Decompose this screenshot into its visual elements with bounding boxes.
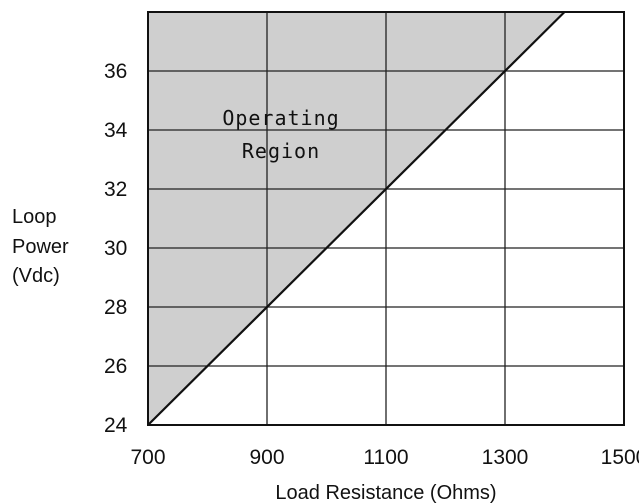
- y-tick-label: 24: [104, 414, 128, 437]
- x-tick-label: 900: [249, 446, 284, 469]
- x-tick-label: 700: [130, 446, 165, 469]
- y-tick-labels: 24 26 28 30 32 34 36: [104, 60, 128, 437]
- x-tick-label: 1500: [601, 446, 639, 469]
- x-tick-label: 1100: [363, 446, 408, 469]
- y-tick-label: 30: [104, 237, 127, 260]
- y-tick-label: 32: [104, 178, 127, 201]
- x-tick-labels: 700 900 1100 1300 1500: [130, 446, 639, 469]
- y-tick-label: 28: [104, 296, 127, 319]
- y-axis-label-line-1: Loop: [12, 206, 57, 228]
- series-line: [147, 11, 566, 426]
- y-axis-label-line-2: Power: [12, 236, 69, 258]
- grid: [148, 12, 624, 425]
- annotation-line-2: Region: [242, 139, 320, 163]
- y-axis-label-line-3: (Vdc): [12, 265, 60, 287]
- x-tick-label: 1300: [482, 446, 529, 469]
- y-tick-label: 34: [104, 119, 128, 142]
- plot-frame: [147, 11, 625, 426]
- x-axis-label: Load Resistance (Ohms): [275, 482, 496, 504]
- y-tick-label: 36: [104, 60, 127, 83]
- y-tick-label: 26: [104, 355, 127, 378]
- series-line-group: [147, 11, 566, 426]
- annotation-line-1: Operating: [222, 106, 339, 130]
